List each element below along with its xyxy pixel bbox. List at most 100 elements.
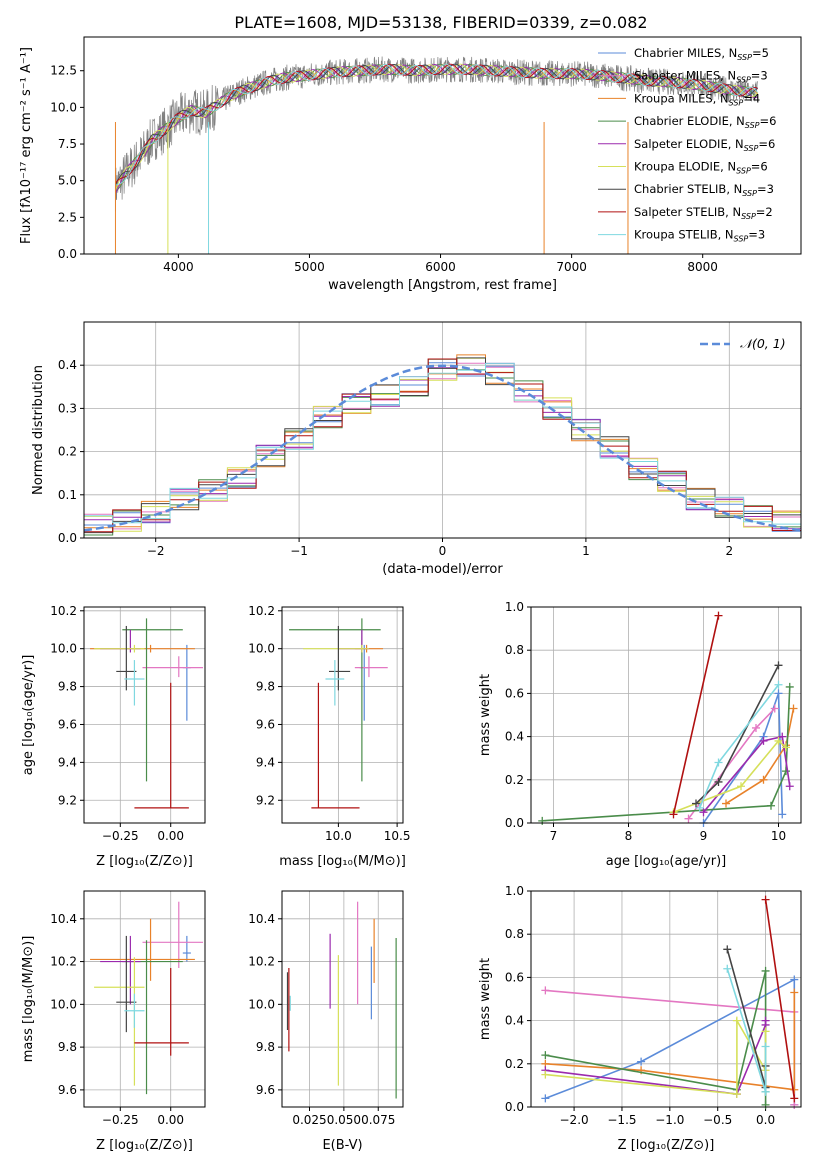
weight-marker [774, 661, 783, 670]
weight-marker [538, 816, 547, 825]
weight-marker [761, 966, 770, 975]
histogram-step [84, 362, 801, 532]
x-tick-label: −2.0 [560, 1113, 589, 1127]
x-axis-label: (data-model)/error [382, 562, 503, 577]
y-tick-label: 7.5 [58, 137, 77, 151]
weight-marker [684, 814, 693, 823]
x-tick-label: 0.00 [157, 829, 184, 843]
weight-line [672, 615, 720, 815]
legend-suffix: =6 [751, 160, 768, 174]
x-tick-label: 4000 [163, 260, 194, 274]
weight-marker [767, 801, 775, 810]
y-tick-label: 10.0 [50, 100, 77, 114]
histogram-step [84, 354, 801, 529]
y-axis-label: mass weight [478, 958, 493, 1040]
weight-marker [637, 1057, 646, 1066]
weight-vs-age-panel: 7 8 9 10 0.0 0.2 0.4 0.6 0.8 1.0 age [log₁₀(age/yr… [478, 600, 802, 869]
model-line [115, 63, 759, 191]
histogram-step [84, 362, 801, 530]
x-tick-label: 0.075 [361, 1113, 395, 1127]
weight-marker [789, 704, 798, 713]
y-tick-label: 10.2 [50, 604, 77, 618]
model-line [115, 63, 759, 188]
y-tick-label: 0.2 [505, 1057, 524, 1071]
weight-marker [761, 1016, 770, 1025]
y-axis-label: mass weight [478, 674, 493, 756]
y-tick-label: 0.8 [505, 927, 524, 941]
weight-marker [541, 986, 550, 995]
y-tick-label: 0.2 [58, 445, 77, 459]
weight-line [725, 708, 795, 805]
weight-marker [790, 988, 799, 997]
legend-subscript: SSP [745, 121, 760, 130]
legend-subscript: SSP [744, 144, 759, 153]
y-tick-label: 9.8 [256, 680, 275, 694]
legend-suffix: =3 [751, 69, 768, 83]
x-tick-label: 0 [439, 544, 447, 558]
legend-suffix: =4 [743, 91, 760, 105]
x-tick-label: 0.0 [756, 1113, 775, 1127]
y-tick-label: 0.4 [505, 1014, 524, 1028]
x-tick-label: 0.025 [292, 1113, 326, 1127]
legend-label: Kroupa MILES, NSSP=4 [634, 91, 760, 107]
weight-marker [737, 782, 745, 791]
weight-marker [714, 611, 723, 620]
legend-subscript: SSP [729, 98, 744, 107]
x-axis-label: E(B-V) [322, 1138, 362, 1153]
legend-label: Kroupa STELIB, NSSP=3 [634, 228, 765, 244]
weight-marker [692, 799, 700, 808]
age-vs-mass-panel: 10.0 10.5 9.2 9.4 9.6 9.8 10.0 10.2 mass [log₁₀(… [248, 604, 410, 869]
weight-marker [695, 803, 704, 812]
axes-frame [83, 36, 802, 255]
y-tick-label: 2.5 [58, 210, 77, 224]
axes-frame [530, 890, 802, 1108]
axes-frame [530, 606, 802, 824]
spectrum-panel: 4000 5000 6000 7000 8000 0.0 2.5 5.0 7.5 10.0 12.5… [19, 36, 802, 293]
y-tick-label: 10.2 [50, 955, 77, 969]
y-tick-label: 0.6 [505, 970, 524, 984]
y-tick-label: 0.2 [505, 773, 524, 787]
y-tick-label: 10.0 [248, 642, 275, 656]
weight-line [764, 899, 796, 1099]
y-tick-label: 0.0 [505, 816, 524, 830]
x-tick-label: 8 [625, 829, 633, 843]
legend-label: Kroupa ELODIE, NSSP=6 [634, 160, 768, 176]
legend-suffix: =5 [752, 46, 769, 60]
x-tick-label: 2 [725, 544, 733, 558]
weight-marker [774, 736, 783, 745]
y-axis-label: mass [log₁₀(M/M⊙)] [21, 936, 36, 1063]
histogram-step [84, 358, 801, 533]
weight-marker [669, 810, 678, 819]
y-tick-label: 9.6 [256, 1083, 275, 1097]
y-tick-label: 10.0 [50, 642, 77, 656]
legend-subscript: SSP [737, 53, 752, 62]
y-tick-label: 9.8 [256, 1040, 275, 1054]
x-tick-label: −0.25 [102, 829, 139, 843]
y-axis-label: Flux [fλ10⁻¹⁷ erg cm⁻² s⁻¹ A⁻¹] [19, 47, 34, 244]
weight-marker [541, 1094, 550, 1103]
weight-marker [785, 682, 794, 691]
x-tick-label: −0.25 [102, 1113, 139, 1127]
weight-marker [778, 732, 787, 741]
axes-frame [281, 606, 404, 824]
x-axis-label: age [log₁₀(age/yr)] [606, 854, 727, 869]
weight-marker [723, 945, 732, 954]
legend-label: Salpeter ELODIE, NSSP=6 [634, 137, 775, 153]
y-axis-label: age [log₁₀(age/yr)] [21, 655, 36, 776]
weight-marker [790, 1085, 799, 1094]
y-tick-label: 9.8 [58, 680, 77, 694]
x-tick-label: 0.00 [157, 1113, 184, 1127]
y-tick-label: 0.0 [58, 247, 77, 261]
weight-line [702, 735, 791, 813]
y-tick-label: 10.4 [248, 912, 275, 926]
y-tick-label: 9.6 [58, 1083, 77, 1097]
legend-suffix: =6 [760, 114, 777, 128]
weight-marker [761, 1100, 770, 1109]
y-axis-label: Normed distribution [31, 365, 46, 495]
model-line [115, 63, 758, 194]
weight-line [695, 664, 780, 805]
x-tick-label: 10 [771, 829, 786, 843]
mass-vs-ebv-panel: 0.025 0.050 0.075 9.6 9.8 10.0 10.2 10.4 E(B-V) [248, 890, 404, 1153]
axes-frame [83, 321, 802, 539]
